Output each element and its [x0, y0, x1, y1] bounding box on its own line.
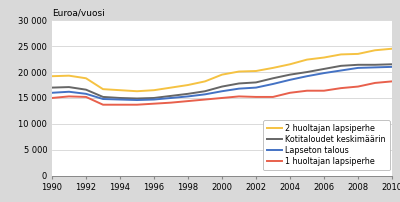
- Lapseton talous: [84, 93, 88, 95]
- Kotitaloudet keskimäärin: [322, 68, 326, 70]
- 1 huoltajan lapsiperhe: [50, 97, 54, 99]
- 1 huoltajan lapsiperhe: [84, 96, 88, 98]
- Kotitaloudet keskimäärin: [66, 86, 72, 88]
- 2 huoltajan lapsiperhe: [270, 67, 275, 69]
- 1 huoltajan lapsiperhe: [66, 95, 72, 98]
- 2 huoltajan lapsiperhe: [84, 77, 88, 79]
- Lapseton talous: [50, 92, 54, 94]
- Line: Lapseton talous: Lapseton talous: [52, 67, 392, 100]
- 2 huoltajan lapsiperhe: [66, 75, 72, 77]
- Lapseton talous: [373, 66, 378, 69]
- Kotitaloudet keskimäärin: [356, 64, 360, 66]
- 2 huoltajan lapsiperhe: [305, 58, 310, 61]
- Kotitaloudet keskimäärin: [186, 93, 190, 95]
- 1 huoltajan lapsiperhe: [254, 96, 258, 98]
- 2 huoltajan lapsiperhe: [118, 89, 122, 91]
- Lapseton talous: [202, 93, 207, 96]
- Lapseton talous: [220, 90, 224, 93]
- Kotitaloudet keskimäärin: [373, 64, 378, 66]
- Kotitaloudet keskimäärin: [134, 97, 140, 100]
- 1 huoltajan lapsiperhe: [220, 97, 224, 99]
- Lapseton talous: [270, 83, 275, 85]
- Lapseton talous: [152, 98, 156, 101]
- Lapseton talous: [101, 98, 106, 100]
- 1 huoltajan lapsiperhe: [101, 103, 106, 106]
- 1 huoltajan lapsiperhe: [152, 102, 156, 105]
- Kotitaloudet keskimäärin: [169, 95, 174, 97]
- 1 huoltajan lapsiperhe: [373, 82, 378, 84]
- 1 huoltajan lapsiperhe: [169, 101, 174, 104]
- 1 huoltajan lapsiperhe: [338, 87, 343, 89]
- 1 huoltajan lapsiperhe: [322, 89, 326, 92]
- 2 huoltajan lapsiperhe: [101, 88, 106, 90]
- 1 huoltajan lapsiperhe: [186, 100, 190, 102]
- Kotitaloudet keskimäärin: [152, 97, 156, 99]
- 2 huoltajan lapsiperhe: [390, 47, 394, 50]
- 2 huoltajan lapsiperhe: [322, 56, 326, 59]
- Kotitaloudet keskimäärin: [305, 71, 310, 73]
- Lapseton talous: [288, 79, 292, 81]
- Text: Euroa/vuosi: Euroa/vuosi: [52, 8, 105, 17]
- Lapseton talous: [118, 98, 122, 101]
- 2 huoltajan lapsiperhe: [356, 53, 360, 55]
- Kotitaloudet keskimäärin: [338, 65, 343, 67]
- 2 huoltajan lapsiperhe: [134, 90, 140, 93]
- 2 huoltajan lapsiperhe: [373, 49, 378, 52]
- Lapseton talous: [338, 69, 343, 72]
- Lapseton talous: [169, 97, 174, 99]
- 1 huoltajan lapsiperhe: [305, 89, 310, 92]
- 2 huoltajan lapsiperhe: [288, 63, 292, 65]
- Legend: 2 huoltajan lapsiperhe, Kotitaloudet keskimäärin, Lapseton talous, 1 huoltajan l: 2 huoltajan lapsiperhe, Kotitaloudet kes…: [263, 120, 390, 170]
- Line: 2 huoltajan lapsiperhe: 2 huoltajan lapsiperhe: [52, 49, 392, 91]
- Kotitaloudet keskimäärin: [118, 97, 122, 99]
- 2 huoltajan lapsiperhe: [254, 70, 258, 72]
- 2 huoltajan lapsiperhe: [169, 86, 174, 89]
- Kotitaloudet keskimäärin: [84, 88, 88, 91]
- 2 huoltajan lapsiperhe: [237, 70, 242, 73]
- 2 huoltajan lapsiperhe: [338, 53, 343, 56]
- Kotitaloudet keskimäärin: [101, 96, 106, 98]
- 1 huoltajan lapsiperhe: [288, 92, 292, 94]
- Kotitaloudet keskimäärin: [270, 77, 275, 79]
- 1 huoltajan lapsiperhe: [118, 103, 122, 106]
- Lapseton talous: [237, 87, 242, 90]
- 1 huoltajan lapsiperhe: [237, 95, 242, 98]
- Kotitaloudet keskimäärin: [50, 86, 54, 89]
- 1 huoltajan lapsiperhe: [356, 85, 360, 88]
- 2 huoltajan lapsiperhe: [50, 75, 54, 77]
- Kotitaloudet keskimäärin: [254, 81, 258, 84]
- Lapseton talous: [390, 66, 394, 68]
- 1 huoltajan lapsiperhe: [134, 103, 140, 106]
- 1 huoltajan lapsiperhe: [270, 96, 275, 98]
- Lapseton talous: [322, 72, 326, 74]
- Line: Kotitaloudet keskimäärin: Kotitaloudet keskimäärin: [52, 64, 392, 99]
- Kotitaloudet keskimäärin: [288, 73, 292, 76]
- Line: 1 huoltajan lapsiperhe: 1 huoltajan lapsiperhe: [52, 81, 392, 105]
- 2 huoltajan lapsiperhe: [152, 89, 156, 91]
- 1 huoltajan lapsiperhe: [202, 98, 207, 101]
- Lapseton talous: [66, 90, 72, 93]
- 2 huoltajan lapsiperhe: [202, 80, 207, 83]
- Lapseton talous: [134, 99, 140, 101]
- Kotitaloudet keskimäärin: [202, 90, 207, 93]
- 2 huoltajan lapsiperhe: [220, 73, 224, 76]
- Lapseton talous: [254, 86, 258, 89]
- 2 huoltajan lapsiperhe: [186, 84, 190, 86]
- Lapseton talous: [305, 75, 310, 77]
- Kotitaloudet keskimäärin: [220, 85, 224, 88]
- Kotitaloudet keskimäärin: [237, 82, 242, 85]
- 1 huoltajan lapsiperhe: [390, 80, 394, 83]
- Lapseton talous: [186, 95, 190, 98]
- Kotitaloudet keskimäärin: [390, 63, 394, 65]
- Lapseton talous: [356, 67, 360, 69]
